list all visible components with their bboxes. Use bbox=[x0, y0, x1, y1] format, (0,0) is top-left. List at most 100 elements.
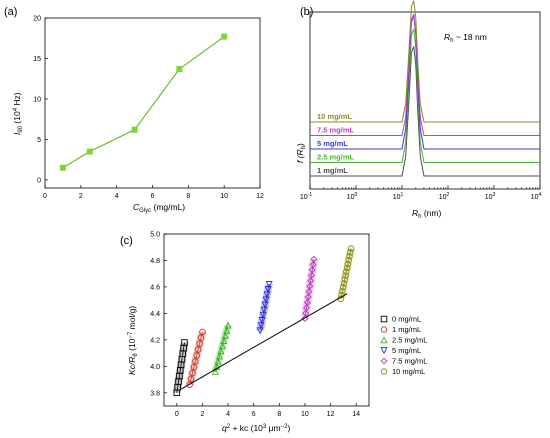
panel-b-series-label: 7.5 mg/mL bbox=[317, 126, 355, 135]
panel-c-ytick-label: 3.8 bbox=[150, 390, 160, 397]
panel-c-point bbox=[380, 357, 388, 365]
panel-a-xtick-label: 2 bbox=[79, 193, 83, 200]
panel-a-ticks: 0 2 4 6 8 10 12 0 5 10 15 20 bbox=[33, 16, 264, 201]
panel-c-marks bbox=[172, 245, 356, 397]
panel-c-xtick-label: 10 bbox=[301, 411, 309, 418]
panel-c-legend-label: 10 mg/mL bbox=[392, 367, 425, 376]
panel-b-xtick-label: 100 bbox=[347, 192, 358, 201]
panel-b-series-line bbox=[310, 13, 540, 136]
panel-c-point bbox=[258, 317, 266, 325]
panel-c-point bbox=[347, 249, 354, 256]
panel-c-fit-line bbox=[340, 248, 352, 299]
panel-c-point bbox=[197, 334, 205, 342]
panel-c-point bbox=[307, 277, 315, 285]
panel-a-marks bbox=[59, 33, 228, 171]
panel-c-point bbox=[306, 282, 314, 290]
panel-c-point bbox=[310, 255, 318, 263]
panel-b-series-label: 1 mg/mL bbox=[317, 166, 348, 175]
panel-c-point bbox=[380, 315, 388, 323]
panel-a-xlabel: CGlyc (mg/mL) bbox=[133, 202, 185, 214]
panel-c-point bbox=[339, 283, 347, 291]
panel-c-point bbox=[380, 347, 388, 355]
panel-c-point bbox=[261, 301, 269, 309]
panel-b-xtick-label: 101 bbox=[393, 192, 404, 201]
panel-a-ytick-label: 15 bbox=[33, 56, 41, 63]
panel-a-series-line bbox=[62, 36, 225, 169]
panel-c-ytick-label: 5.0 bbox=[150, 232, 160, 239]
panel-c-point bbox=[262, 296, 270, 304]
panel-c-legend-label: 0 mg/mL bbox=[392, 315, 421, 324]
panel-c-label: (c) bbox=[120, 235, 133, 247]
panel-c-ticks: 0 2 4 6 8 10 12 14 3.8 4.0 4.2 4.4 4.6 4.8 5.0 bbox=[150, 232, 360, 419]
panel-a-ytick-label: 5 bbox=[37, 137, 41, 144]
panel-c-point bbox=[304, 293, 312, 301]
panel-c-point bbox=[301, 315, 309, 323]
panel-c-ytick-label: 4.2 bbox=[150, 337, 160, 344]
panel-c-point bbox=[340, 280, 348, 287]
panel-b-xlabel: Rh (nm) bbox=[412, 208, 441, 220]
panel-b-series-line bbox=[310, 28, 540, 163]
panel-b-series-line bbox=[310, 46, 540, 177]
panel-b-series-label: 2.5 mg/mL bbox=[317, 153, 355, 162]
panel-c-legend-label: 2.5 mg/mL bbox=[392, 336, 427, 345]
panel-a-xtick-label: 0 bbox=[43, 193, 47, 200]
panel-c-point bbox=[199, 328, 206, 336]
panel-b: (b) 10-1 100 101 102 103 104 1 mg/mL2.5 mg/mL… bbox=[295, 0, 542, 220]
panel-c-point bbox=[259, 311, 267, 319]
panel-c-ytick-label: 4.8 bbox=[150, 258, 160, 265]
panel-c-point bbox=[190, 363, 198, 371]
panel-c-point bbox=[196, 340, 203, 347]
panel-c-point bbox=[260, 306, 268, 314]
panel-c-point bbox=[192, 358, 199, 365]
panel-c-point bbox=[345, 256, 352, 264]
panel-c-xtick-label: 2 bbox=[200, 411, 204, 418]
panel-c-point bbox=[194, 346, 202, 353]
panel-c-xtick-label: 12 bbox=[327, 411, 335, 418]
panel-c-point bbox=[224, 321, 232, 329]
panel-c-point bbox=[257, 322, 265, 330]
panel-c-point bbox=[303, 299, 311, 306]
panel-c-point bbox=[380, 368, 388, 375]
panel-c-point bbox=[309, 261, 317, 268]
panel-a-ytick-label: 20 bbox=[33, 16, 41, 23]
panel-c-extrapolation-line bbox=[179, 293, 348, 391]
panel-c-xtick-label: 14 bbox=[352, 411, 360, 418]
panel-c-point bbox=[220, 336, 228, 344]
panel-c-point bbox=[303, 304, 311, 312]
panel-c-point bbox=[187, 375, 195, 383]
panel-c-point bbox=[218, 342, 226, 350]
panel-c-point bbox=[343, 264, 351, 272]
panel-a-point bbox=[221, 33, 228, 40]
panel-c: (c) 0 2 4 6 8 10 12 14 3.8 4.0 4.2 4.4 4.6 4.8 5.0 0 m… bbox=[120, 232, 427, 434]
panel-c-point bbox=[341, 276, 349, 283]
panel-c-point bbox=[344, 260, 352, 268]
panel-c-point bbox=[343, 268, 350, 276]
panel-c-ytick-label: 4.0 bbox=[150, 364, 160, 371]
panel-b-xtick-label: 104 bbox=[531, 192, 542, 201]
panel-c-ytick-label: 4.4 bbox=[150, 311, 160, 318]
panel-c-legend-label: 5 mg/mL bbox=[392, 346, 421, 355]
panel-a-ytick-label: 10 bbox=[33, 96, 41, 103]
panel-c-point bbox=[265, 281, 273, 289]
panel-c-xtick-label: 4 bbox=[226, 411, 230, 418]
panel-c-point bbox=[221, 331, 229, 339]
panel-c-point bbox=[308, 271, 315, 279]
panel-b-xtick-label: 10-1 bbox=[300, 192, 312, 201]
panel-c-xtick-label: 8 bbox=[277, 411, 281, 418]
panel-b-series-line bbox=[310, 0, 540, 123]
panel-c-point bbox=[215, 352, 224, 360]
panel-c-point bbox=[214, 357, 222, 365]
panel-c-point bbox=[217, 347, 225, 355]
panel-c-point bbox=[346, 253, 353, 260]
panel-c-ytick-label: 4.6 bbox=[150, 284, 160, 291]
panel-a-point bbox=[131, 126, 138, 133]
panel-a-xtick-label: 10 bbox=[220, 193, 228, 200]
panel-c-point bbox=[305, 288, 313, 296]
panel-b-ticks: 10-1 100 101 102 103 104 bbox=[300, 185, 542, 201]
panel-b-series-label: 10 mg/mL bbox=[317, 112, 352, 121]
panel-b-frame bbox=[309, 11, 541, 190]
panel-c-point bbox=[264, 286, 272, 294]
panel-b-annotation: Rh ~ 18 nm bbox=[444, 32, 487, 44]
panel-c-xtick-label: 6 bbox=[252, 411, 256, 418]
panel-b-ylabel: f (Rh) bbox=[295, 143, 307, 163]
